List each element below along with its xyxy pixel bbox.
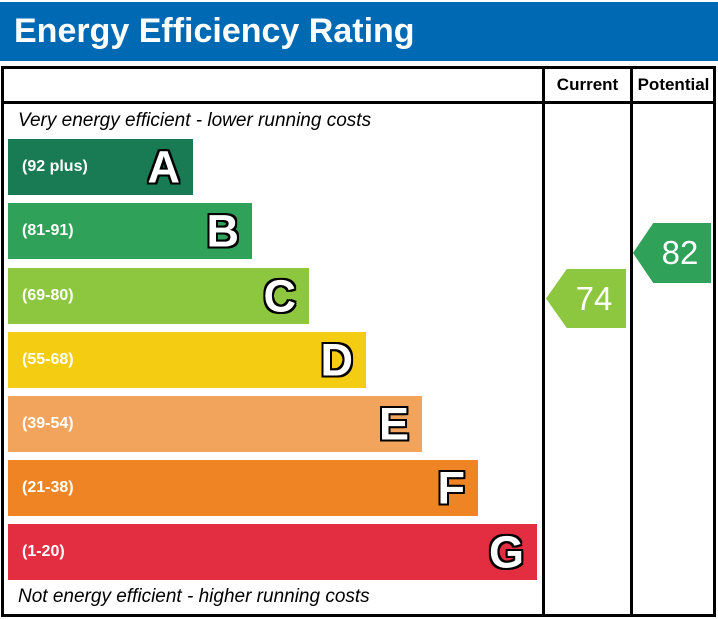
band-d-range-label: (55-68) — [22, 351, 74, 368]
band-a: (92 plus) A — [8, 139, 193, 195]
rating-table-frame — [1, 66, 716, 617]
column-header-potential: Potential — [637, 75, 710, 94]
band-e: (39-54) E — [8, 396, 422, 452]
band-e-letter: E — [378, 398, 409, 450]
top-note: Very energy efficient - lower running co… — [18, 110, 372, 131]
current-rating-value: 74 — [575, 279, 613, 317]
band-g: (1-20) G — [8, 524, 537, 580]
band-e-range-label: (39-54) — [22, 415, 74, 432]
divider-current-column — [542, 66, 545, 617]
band-d: (55-68) D — [8, 332, 366, 388]
divider-potential-column — [630, 66, 633, 617]
potential-rating-arrow: 82 — [633, 223, 711, 283]
bottom-note: Not energy efficient - higher running co… — [18, 586, 370, 607]
page-title: Energy Efficiency Rating — [14, 12, 415, 50]
band-c-letter: C — [263, 270, 297, 322]
band-f: (21-38) F — [8, 460, 478, 516]
title-bar: Energy Efficiency Rating — [0, 2, 718, 61]
band-b: (81-91) B — [8, 203, 252, 259]
band-a-range-label: (92 plus) — [22, 158, 88, 175]
band-f-letter: F — [437, 462, 466, 514]
band-d-letter: D — [320, 334, 354, 386]
band-g-range-label: (1-20) — [22, 543, 65, 560]
band-g-letter: G — [488, 526, 524, 578]
band-c-range-label: (69-80) — [22, 287, 74, 304]
band-c: (69-80) C — [8, 268, 309, 324]
band-b-letter: B — [206, 205, 240, 257]
divider-header-row — [1, 101, 716, 104]
band-b-range-label: (81-91) — [22, 222, 74, 239]
column-header-current: Current — [556, 75, 619, 94]
band-a-letter: A — [147, 141, 181, 193]
potential-rating-value: 82 — [661, 234, 699, 271]
band-f-range-label: (21-38) — [22, 479, 74, 496]
